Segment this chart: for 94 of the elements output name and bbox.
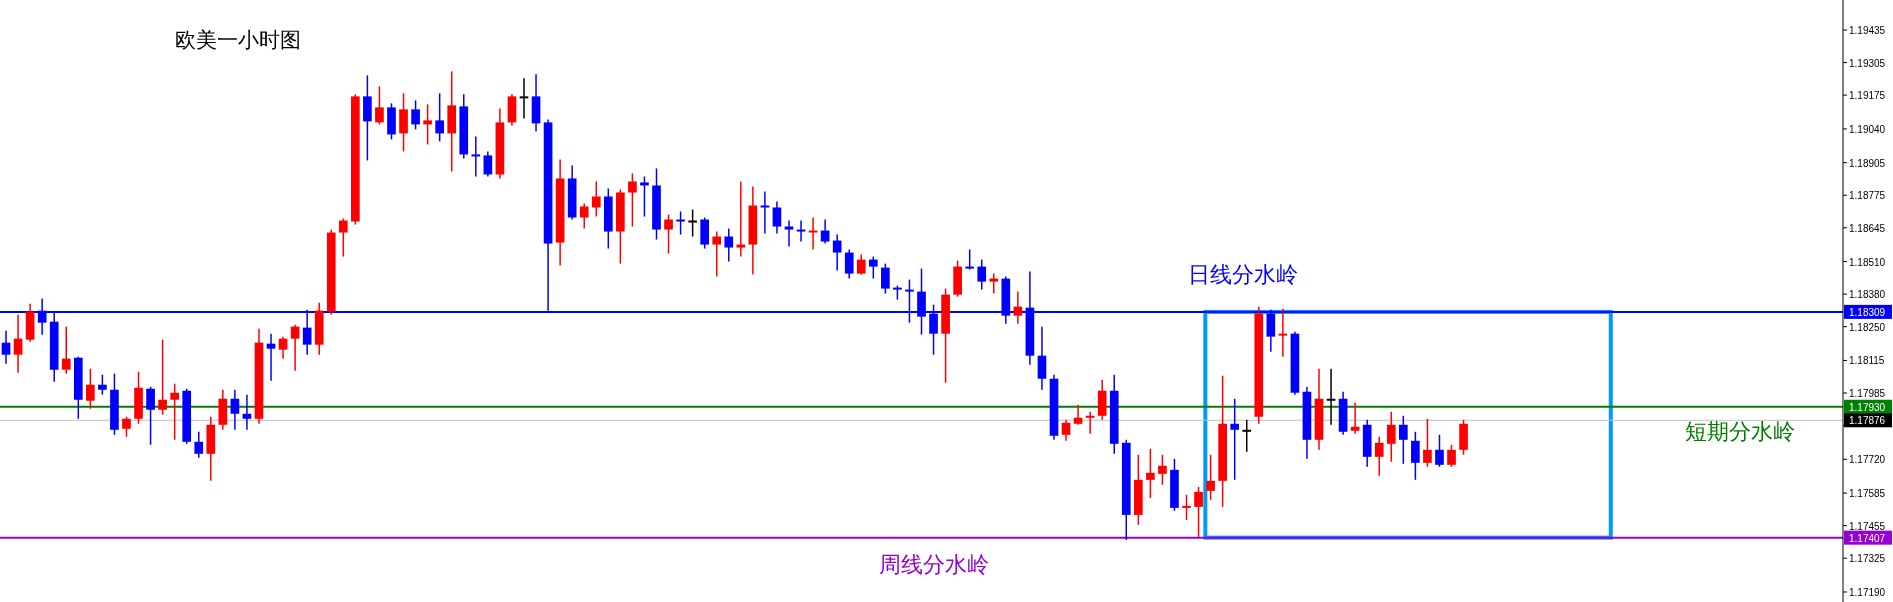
candlestick [338,217,348,258]
text: 1.17930 [1849,401,1886,413]
candlestick [1085,411,1095,435]
ref-line-label: 周线分水岭 [879,551,989,577]
candlestick [1146,448,1155,499]
text: 1.17407 [1849,532,1886,544]
candlestick [1278,307,1288,358]
y-tick-label: 1.18645 [1849,222,1886,234]
candlestick [736,180,746,258]
candlestick [435,92,445,143]
candlestick [1230,398,1240,481]
y-tick-label: 1.18510 [1849,256,1886,268]
candlestick [724,227,734,263]
candlestick [1206,454,1215,501]
candlestick [772,200,782,235]
candlestick [242,393,252,431]
y-tick-label: 1.19040 [1849,123,1886,135]
candlestick [1326,367,1336,426]
candlestick [628,172,637,228]
candlestick [808,216,818,251]
candlestick [1398,415,1408,465]
candlestick [61,325,71,375]
ref-line-label: 日线分水岭 [1188,261,1298,287]
ref-line-label: 短期分水岭 [1685,418,1795,444]
candlestick [375,85,384,126]
candlestick [13,313,23,374]
candlestick [278,335,288,360]
y-tick-label: 1.19435 [1849,25,1886,37]
y-tick-label: 1.17455 [1849,520,1886,532]
candlestick [86,367,95,410]
candlestick [1242,419,1252,453]
candlestick [760,190,770,235]
candlestick [194,431,204,459]
text: 1.17876 [1849,415,1886,427]
candlestick [158,338,167,416]
candlestick [1435,434,1444,468]
candlestick [170,382,179,441]
candlestick [411,99,420,131]
candlestick [1374,436,1384,477]
candlestick [1158,454,1167,486]
candlestick [483,150,493,178]
candlestick [1061,419,1071,442]
candlestick [881,262,890,295]
candlestick [1,329,11,365]
text: 欧美一小时图 [175,28,301,52]
candlestick [688,208,697,238]
candlestick [1411,431,1420,481]
candlestick [146,385,155,446]
candlestick [844,248,854,280]
y-tick-label: 1.17585 [1849,488,1886,500]
candlestick [856,253,866,276]
y-tick-label: 1.18380 [1849,289,1886,301]
candlestick [965,248,975,271]
candlestick [676,210,685,236]
candlestick [1194,486,1203,538]
text: 1.18309 [1849,306,1886,318]
candlestick [98,373,107,396]
candlestick [591,180,601,218]
y-tick-label: 1.18250 [1849,321,1886,333]
candlestick [868,255,878,280]
candlestick [664,213,673,255]
candlestick [712,230,722,278]
candlestick [266,332,276,382]
y-tick-label: 1.17190 [1849,586,1886,598]
candlestick [1447,444,1456,468]
candlestick [230,388,240,431]
y-tick-label: 1.17325 [1849,553,1886,565]
y-tick-label: 1.19175 [1849,90,1886,102]
candlestick [519,77,529,120]
y-tick-label: 1.17720 [1849,454,1886,466]
y-tick-label: 1.19305 [1849,57,1886,69]
candlestick [977,258,987,291]
candlestick [579,202,589,230]
candlestick [1386,411,1396,463]
candlestick [1073,404,1083,426]
candlestick [1423,418,1432,468]
candlestick [1013,290,1023,325]
candlestick [1182,494,1191,521]
candlestick [423,103,432,146]
candlestick [820,218,830,245]
y-tick-label: 1.18905 [1849,157,1886,169]
candlestick [1037,325,1047,391]
candlestick [989,272,999,295]
candlestick [290,323,300,372]
y-tick-label: 1.17985 [1849,387,1886,399]
candlestick [122,416,131,438]
y-tick-label: 1.18115 [1849,355,1885,367]
candlestick [784,219,794,248]
candlestick [1350,402,1360,435]
candlestick [832,233,842,272]
candlestick [640,175,649,218]
candlestick [796,219,806,243]
candlestick [471,135,481,178]
y-tick-label: 1.18775 [1849,190,1886,202]
